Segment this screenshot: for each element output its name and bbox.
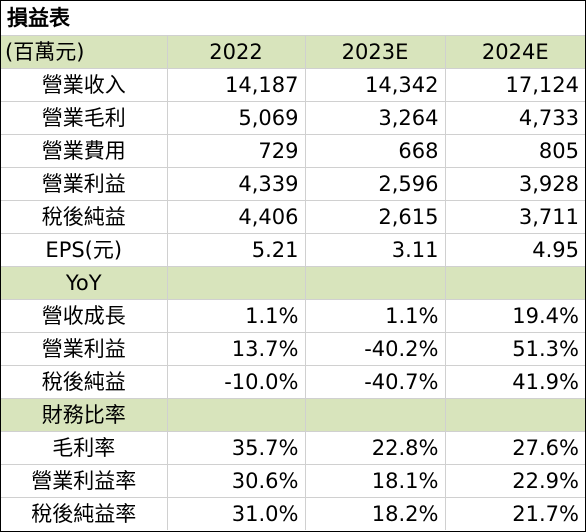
section-empty-cell xyxy=(305,266,446,300)
cell-value: 4,339 xyxy=(167,167,306,201)
cell-value: 4,733 xyxy=(445,101,585,135)
cell-value: 3,928 xyxy=(445,167,585,201)
cell-value: -40.7% xyxy=(305,365,446,399)
row-label: 營收成長 xyxy=(1,299,168,333)
table-row: 營業收入 14,187 14,342 17,124 xyxy=(1,68,585,102)
section-label-ratios: 財務比率 xyxy=(1,398,168,432)
row-label: 毛利率 xyxy=(1,431,168,465)
table-row: 營業毛利 5,069 3,264 4,733 xyxy=(1,101,585,135)
table-row: 稅後純益率 31.0% 18.2% 21.7% xyxy=(1,497,585,530)
cell-value: 14,187 xyxy=(167,68,306,102)
table-row: 稅後純益 -10.0% -40.7% 41.9% xyxy=(1,365,585,399)
cell-value: 729 xyxy=(167,134,306,168)
row-label: 營業利益 xyxy=(1,167,168,201)
cell-value: 4,406 xyxy=(167,200,306,234)
section-row-ratios: 財務比率 xyxy=(1,398,585,432)
row-label: 營業毛利 xyxy=(1,101,168,135)
cell-value: 51.3% xyxy=(445,332,585,366)
cell-value: 2,596 xyxy=(305,167,446,201)
cell-value: 17,124 xyxy=(445,68,585,102)
cell-value: 22.9% xyxy=(445,464,585,498)
section-empty-cell xyxy=(445,266,585,300)
cell-value: 668 xyxy=(305,134,446,168)
section-empty-cell xyxy=(305,398,446,432)
cell-value: 1.1% xyxy=(305,299,446,333)
cell-value: 18.1% xyxy=(305,464,446,498)
row-label: 營業利益率 xyxy=(1,464,168,498)
row-label: 稅後純益 xyxy=(1,365,168,399)
cell-value: 14,342 xyxy=(305,68,446,102)
section-empty-cell xyxy=(167,266,306,300)
cell-value: 41.9% xyxy=(445,365,585,399)
year-header-2024e: 2024E xyxy=(445,35,585,69)
table-row: 稅後純益 4,406 2,615 3,711 xyxy=(1,200,585,234)
cell-value: 3.11 xyxy=(305,233,446,267)
cell-value: 30.6% xyxy=(167,464,306,498)
cell-value: 19.4% xyxy=(445,299,585,333)
row-label: 稅後純益 xyxy=(1,200,168,234)
cell-value: 13.7% xyxy=(167,332,306,366)
year-header-2022: 2022 xyxy=(167,35,306,69)
cell-value: 27.6% xyxy=(445,431,585,465)
cell-value: 21.7% xyxy=(512,502,579,526)
cell-value: -10.0% xyxy=(167,365,306,399)
cell-value: 805 xyxy=(445,134,585,168)
cell-value: 35.7% xyxy=(167,431,306,465)
cell-value: 4.95 xyxy=(445,233,585,267)
header-row: (百萬元) 2022 2023E 2024E xyxy=(1,35,585,69)
cell-value: 2,615 xyxy=(305,200,446,234)
cell-value: 22.8% xyxy=(305,431,446,465)
row-label: EPS(元) xyxy=(1,233,168,267)
row-label: 營業利益 xyxy=(1,332,168,366)
cell-value: 3,711 xyxy=(445,200,585,234)
section-empty-cell xyxy=(167,398,306,432)
unit-label: (百萬元) xyxy=(1,35,168,69)
table-row: 毛利率 35.7% 22.8% 27.6% xyxy=(1,431,585,465)
table-row: 營業利益率 30.6% 18.1% 22.9% xyxy=(1,464,585,498)
row-label: 稅後純益率 xyxy=(1,497,168,530)
cell-value: 18.2% xyxy=(305,497,446,530)
row-label: 營業費用 xyxy=(1,134,168,168)
section-empty-cell xyxy=(445,398,585,432)
cell-value: 3,264 xyxy=(305,101,446,135)
table-row: 營收成長 1.1% 1.1% 19.4% xyxy=(1,299,585,333)
cell-value: 5,069 xyxy=(167,101,306,135)
cell-value: 1.1% xyxy=(167,299,306,333)
section-label-yoy: YoY xyxy=(1,266,168,300)
year-header-2023e: 2023E xyxy=(305,35,446,69)
cell-value: -40.2% xyxy=(305,332,446,366)
cell-value: 31.0% xyxy=(167,497,306,530)
section-row-yoy: YoY xyxy=(1,266,585,300)
cell-value: 5.21 xyxy=(167,233,306,267)
row-label: 營業收入 xyxy=(1,68,168,102)
table-row: 營業利益 13.7% -40.2% 51.3% xyxy=(1,332,585,366)
table-row: 營業利益 4,339 2,596 3,928 xyxy=(1,167,585,201)
table-row: EPS(元) 5.21 3.11 4.95 xyxy=(1,233,585,267)
table-title: 損益表 xyxy=(1,1,585,36)
title-row: 損益表 xyxy=(1,1,585,36)
table-row: 營業費用 729 668 805 xyxy=(1,134,585,168)
